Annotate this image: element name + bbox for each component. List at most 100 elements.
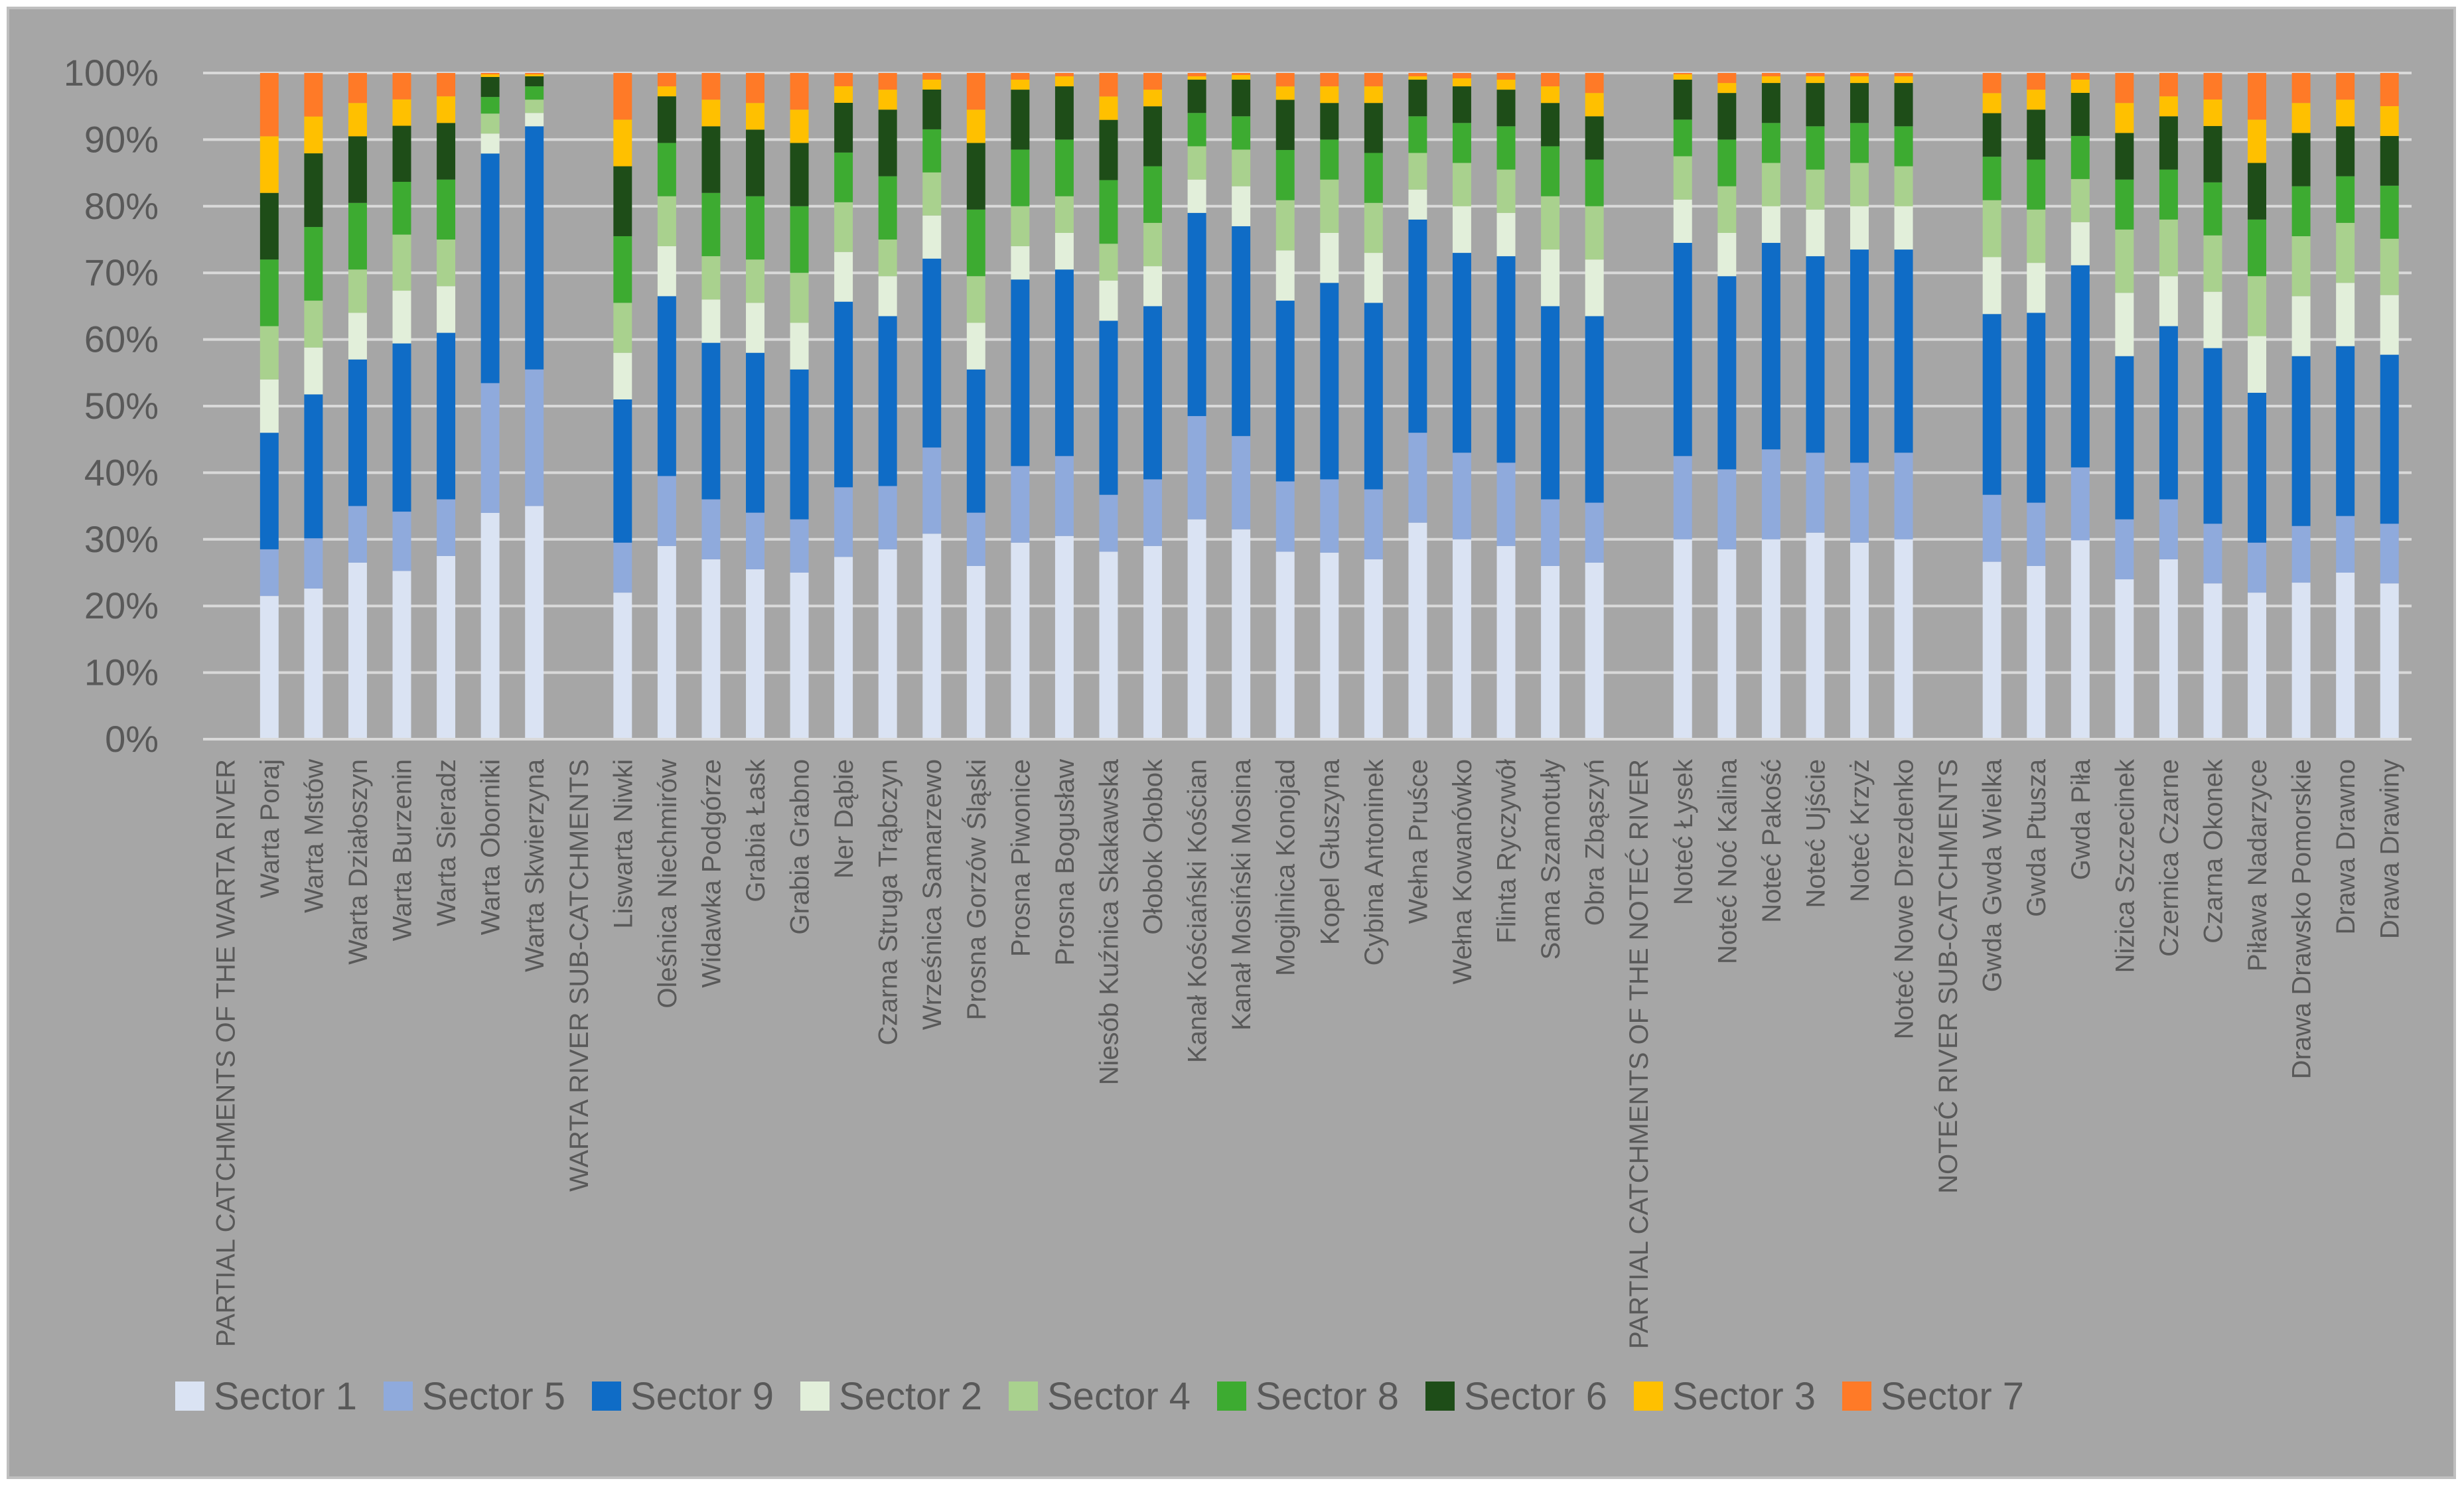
bar-segment-sector-9 bbox=[1496, 256, 1516, 463]
bar-segment-sector-8 bbox=[525, 86, 544, 100]
bar-segment-sector-9 bbox=[1717, 276, 1737, 470]
legend-label: Sector 6 bbox=[1464, 1375, 1607, 1418]
bar-segment-sector-7 bbox=[2115, 73, 2134, 104]
bar-segment-sector-1 bbox=[525, 506, 544, 739]
x-category-label: Widawka Podgórze bbox=[697, 759, 726, 988]
bar-segment-sector-2 bbox=[2070, 222, 2090, 265]
bar-segment-sector-4 bbox=[746, 259, 764, 303]
bar-segment-sector-7 bbox=[1408, 73, 1427, 77]
x-category-label: Prosna Gorzów Śląski bbox=[961, 759, 991, 1020]
bar-segment-sector-8 bbox=[1408, 116, 1427, 153]
bar-segment-sector-6 bbox=[878, 109, 897, 177]
bar-segment-sector-5 bbox=[834, 487, 853, 557]
bar-segment-sector-1 bbox=[1054, 535, 1074, 739]
bar-segment-sector-6 bbox=[1320, 103, 1339, 140]
bar-segment-sector-9 bbox=[525, 126, 544, 370]
bar-segment-sector-9 bbox=[701, 342, 721, 500]
bar-segment-sector-9 bbox=[878, 316, 897, 486]
bar-segment-sector-3 bbox=[437, 96, 456, 123]
bar-segment-sector-6 bbox=[259, 192, 279, 260]
bar-segment-sector-5 bbox=[922, 447, 942, 534]
bar-segment-sector-9 bbox=[2027, 313, 2046, 503]
bar-segment-sector-1 bbox=[1982, 561, 2001, 739]
bar-segment-sector-6 bbox=[1761, 83, 1780, 123]
bar-segment-sector-1 bbox=[1275, 551, 1295, 739]
bar-segment-sector-8 bbox=[1982, 157, 2001, 200]
bar-segment-sector-7 bbox=[2159, 73, 2178, 97]
bar-segment-sector-8 bbox=[1452, 123, 1471, 163]
y-tick-label: 80% bbox=[84, 185, 159, 227]
bar-segment-sector-6 bbox=[437, 123, 456, 180]
bar-segment-sector-9 bbox=[392, 343, 411, 512]
bar-segment-sector-2 bbox=[2027, 263, 2046, 313]
bar-segment-sector-7 bbox=[437, 73, 456, 97]
bar-segment-sector-6 bbox=[1452, 86, 1471, 123]
bar-segment-sector-3 bbox=[701, 100, 721, 127]
bar-segment-sector-4 bbox=[966, 276, 985, 323]
bar-segment-sector-7 bbox=[480, 73, 500, 75]
bar-segment-sector-4 bbox=[1850, 163, 1869, 206]
bar-segment-sector-3 bbox=[1806, 76, 1825, 84]
bar-segment-sector-1 bbox=[2336, 573, 2355, 739]
bar-segment-sector-5 bbox=[878, 486, 897, 549]
bar-segment-sector-9 bbox=[613, 399, 632, 543]
bar-segment-sector-5 bbox=[259, 549, 279, 597]
bar-segment-sector-6 bbox=[1717, 93, 1737, 140]
bar-segment-sector-8 bbox=[2291, 186, 2311, 236]
bar-segment-sector-2 bbox=[1673, 199, 1692, 244]
bar-segment-sector-9 bbox=[1585, 316, 1604, 503]
bar-segment-sector-7 bbox=[2380, 73, 2399, 106]
bar-segment-sector-7 bbox=[1894, 73, 1913, 77]
x-category-label: Prosna Bogusław bbox=[1051, 759, 1080, 965]
x-category-label: Noteć Krzyż bbox=[1846, 759, 1875, 902]
bar-segment-sector-2 bbox=[1143, 266, 1163, 307]
x-category-label: Gwda Piła bbox=[2066, 758, 2096, 880]
bar-segment-sector-6 bbox=[966, 143, 985, 210]
bar-segment-sector-5 bbox=[657, 476, 676, 546]
x-category-label: Czarna Struga Trąbczyn bbox=[874, 759, 903, 1045]
bar-segment-sector-8 bbox=[701, 192, 721, 257]
bar-segment-sector-9 bbox=[1982, 314, 2001, 495]
x-category-label: Noteć Ujście bbox=[1801, 759, 1830, 908]
bar-segment-sector-2 bbox=[966, 322, 985, 370]
bar-segment-sector-3 bbox=[834, 86, 853, 103]
x-category-label: Prosna Piwonice bbox=[1006, 759, 1035, 957]
legend-label: Sector 3 bbox=[1672, 1375, 1816, 1418]
bar-segment-sector-1 bbox=[2291, 583, 2311, 739]
x-category-label: Ołobok Ołobok bbox=[1139, 758, 1168, 935]
bar-segment-sector-2 bbox=[1717, 232, 1737, 277]
bar-segment-sector-7 bbox=[1850, 73, 1869, 77]
bar-segment-sector-8 bbox=[1541, 146, 1560, 196]
bar-segment-sector-9 bbox=[2203, 348, 2222, 524]
bar-segment-sector-4 bbox=[437, 240, 456, 287]
bar-segment-sector-2 bbox=[1806, 209, 1825, 257]
bar-segment-sector-4 bbox=[657, 196, 676, 247]
x-category-label: Wełna Pruśce bbox=[1404, 759, 1433, 924]
bar-segment-sector-8 bbox=[1320, 139, 1339, 180]
bar-segment-sector-3 bbox=[2159, 96, 2178, 117]
x-category-label: Wełna Kowanówko bbox=[1448, 759, 1477, 984]
bar-segment-sector-7 bbox=[657, 73, 676, 87]
bar-segment-sector-9 bbox=[1850, 249, 1869, 463]
x-category-label: PARTIAL CATCHMENTS OF THE NOTEĆ RIVER bbox=[1624, 759, 1654, 1349]
bar-segment-sector-6 bbox=[746, 129, 764, 196]
bar-segment-sector-2 bbox=[2248, 336, 2267, 393]
bar-segment-sector-1 bbox=[966, 565, 985, 739]
bar-segment-sector-5 bbox=[304, 538, 323, 589]
x-category-label: Wrześnica Samarzewo bbox=[918, 759, 947, 1030]
bar-segment-sector-1 bbox=[1806, 532, 1825, 739]
bar-segment-sector-4 bbox=[1320, 179, 1339, 233]
bar-segment-sector-8 bbox=[2115, 179, 2134, 230]
x-category-label: Nizica Szczecinek bbox=[2110, 758, 2139, 973]
bar-segment-sector-9 bbox=[2336, 346, 2355, 516]
bar-segment-sector-4 bbox=[613, 303, 632, 353]
bar-segment-sector-6 bbox=[1232, 80, 1251, 117]
bar-segment-sector-4 bbox=[1143, 222, 1163, 267]
bar-segment-sector-4 bbox=[922, 172, 942, 216]
bar-segment-sector-1 bbox=[480, 512, 500, 739]
bar-segment-sector-6 bbox=[2248, 163, 2267, 220]
legend-label: Sector 1 bbox=[214, 1375, 357, 1418]
bar-segment-sector-2 bbox=[1320, 232, 1339, 283]
bar-segment-sector-5 bbox=[1982, 494, 2001, 562]
bar-segment-sector-9 bbox=[2291, 356, 2311, 526]
